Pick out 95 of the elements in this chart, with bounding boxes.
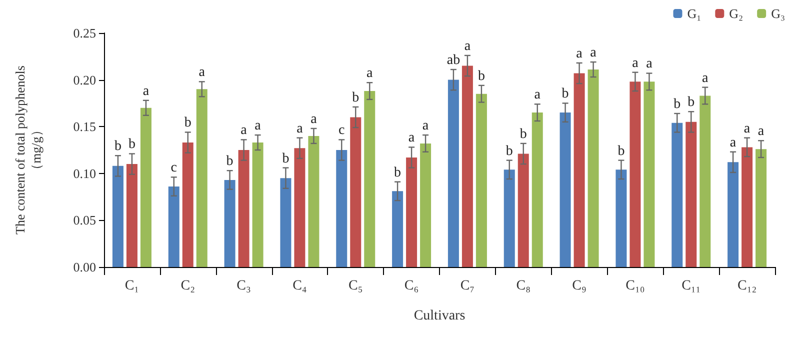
bar <box>392 191 404 267</box>
x-tick-label: C₄ <box>292 278 307 294</box>
bar <box>336 150 348 267</box>
x-tick-label: C₁₂ <box>737 278 757 294</box>
data-label: b <box>226 154 234 170</box>
bar <box>364 91 376 267</box>
data-label: b <box>562 86 569 102</box>
x-tick-label: C₁ <box>124 278 140 294</box>
data-label: b <box>114 139 122 154</box>
data-label: b <box>688 95 695 110</box>
y-tick-label: 0.10 <box>73 166 96 181</box>
data-label: b <box>128 137 136 152</box>
data-label: a <box>296 121 304 136</box>
data-label: b <box>282 151 290 166</box>
data-label: b <box>394 165 402 180</box>
bar <box>294 148 306 267</box>
y-tick-label: 0.20 <box>73 72 96 88</box>
bar <box>308 136 320 267</box>
data-label: a <box>702 70 710 86</box>
bar <box>238 150 250 267</box>
y-tick-label: 0.05 <box>73 212 96 228</box>
bar <box>728 162 739 267</box>
data-label: b <box>618 144 625 159</box>
bar <box>112 166 124 267</box>
data-label: b <box>184 116 192 131</box>
bar <box>672 122 683 267</box>
bar <box>686 122 697 267</box>
data-label: a <box>744 121 751 136</box>
bar <box>350 117 362 267</box>
x-axis-title: Cultivars <box>414 308 466 324</box>
y-tick-label: 0.25 <box>73 26 96 40</box>
data-label: a <box>366 66 374 82</box>
bar <box>280 178 292 267</box>
bar <box>588 70 599 267</box>
x-tick-label: C₅ <box>348 278 363 294</box>
bar <box>448 80 459 267</box>
data-label: a <box>590 46 598 61</box>
bar <box>168 186 180 267</box>
bar <box>616 170 627 267</box>
bar <box>252 142 264 267</box>
x-tick-label: C₆ <box>404 278 419 294</box>
data-label: a <box>646 56 654 72</box>
data-label: b <box>506 144 513 159</box>
bar <box>182 142 194 267</box>
data-label: a <box>576 46 584 62</box>
bar <box>126 164 138 267</box>
bar <box>756 149 767 267</box>
bar <box>476 94 487 267</box>
bar <box>420 143 432 267</box>
x-tick-label: C₇ <box>460 278 475 294</box>
data-label: a <box>534 88 542 103</box>
y-axis-title: The content of total polyphenols （mg/g） <box>12 66 44 234</box>
legend-label: G₂ <box>729 6 744 21</box>
data-label: a <box>758 124 765 140</box>
data-label: a <box>422 118 430 134</box>
x-tick-label: C₂ <box>180 278 196 294</box>
bar <box>644 82 655 267</box>
data-label: ab <box>446 53 460 68</box>
x-tick-label: C₃ <box>236 278 252 294</box>
bar <box>406 157 418 267</box>
bar <box>560 112 571 267</box>
bar <box>742 147 753 267</box>
bar <box>630 82 641 267</box>
x-tick-label: C₉ <box>572 278 587 294</box>
bar <box>462 66 473 267</box>
data-label: a <box>240 123 248 138</box>
x-tick-label: C₈ <box>516 278 531 294</box>
data-label: a <box>254 118 262 134</box>
data-label: a <box>632 56 640 71</box>
bar <box>518 154 529 267</box>
data-label: a <box>142 84 150 99</box>
data-label: b <box>352 90 360 106</box>
y-tick-label: 0.00 <box>73 260 96 274</box>
y-tick-label: 0.15 <box>73 119 96 134</box>
data-label: a <box>464 38 472 54</box>
data-label: c <box>170 160 177 176</box>
x-tick-label: C₁₀ <box>626 278 645 294</box>
bar <box>224 180 236 267</box>
data-label: a <box>198 65 206 80</box>
bar <box>140 108 152 267</box>
bar <box>196 89 208 267</box>
x-tick-label: C₁₁ <box>682 278 701 294</box>
data-label: c <box>338 123 345 138</box>
bar <box>574 73 585 267</box>
data-label: b <box>674 96 681 112</box>
data-label: a <box>310 112 318 127</box>
bar <box>504 170 515 267</box>
data-label: a <box>730 135 737 150</box>
legend-label: G₃ <box>771 6 785 21</box>
bar <box>532 112 543 267</box>
bar <box>700 96 711 267</box>
data-label: a <box>408 130 416 146</box>
data-label: b <box>520 126 527 142</box>
data-label: b <box>478 68 485 84</box>
legend-label: G₁ <box>687 6 702 21</box>
